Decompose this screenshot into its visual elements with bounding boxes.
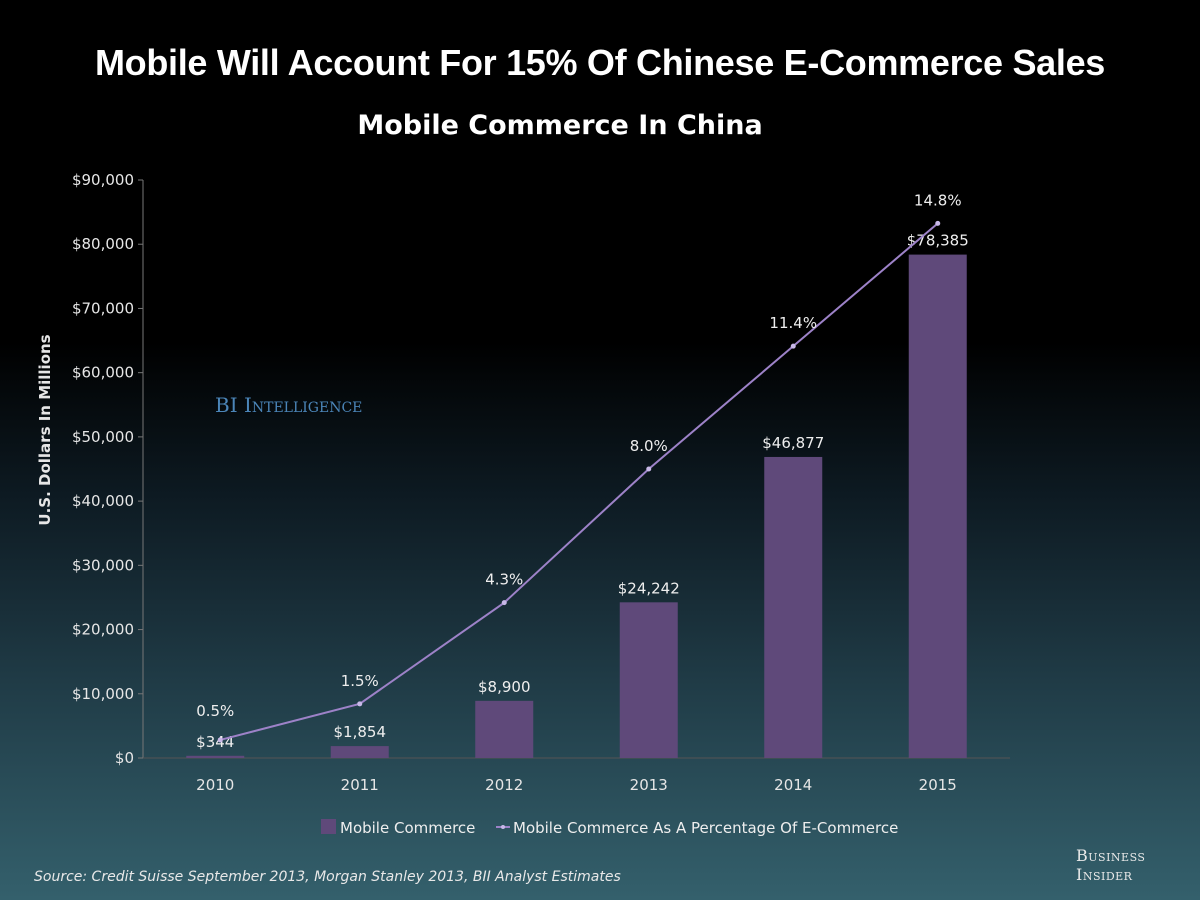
percentage-line	[219, 222, 939, 741]
line-value-label: 14.8%	[914, 191, 962, 209]
line-point-2013	[646, 466, 652, 472]
y-tick-label: $90,000	[72, 171, 134, 189]
bar-2013	[619, 602, 678, 758]
logo-line2: Insider	[1076, 865, 1133, 884]
bar-value-label: $344	[196, 733, 234, 751]
y-tick-label: $60,000	[72, 364, 134, 382]
line-point-2011	[357, 701, 363, 707]
bar-2015	[908, 254, 967, 758]
bar-value-label: $24,242	[618, 579, 680, 597]
line-value-label: 0.5%	[196, 702, 234, 720]
bar-2012	[475, 700, 534, 758]
legend-label-line: Mobile Commerce As A Percentage Of E-Com…	[513, 819, 898, 837]
line-value-label: 11.4%	[769, 314, 817, 332]
line-value-label: 8.0%	[630, 437, 668, 455]
y-tick-label: $50,000	[72, 428, 134, 446]
bar-value-label: $8,900	[478, 678, 531, 696]
y-tick-label: $30,000	[72, 556, 134, 574]
x-tick-label: 2015	[919, 776, 957, 794]
x-tick-label: 2013	[630, 776, 668, 794]
line-point-2010	[217, 737, 223, 743]
y-tick-label: $40,000	[72, 492, 134, 510]
y-tick-label: $20,000	[72, 621, 134, 639]
chart-title: Mobile Commerce In China	[357, 110, 763, 141]
y-axis-label: U.S. Dollars In Millions	[36, 334, 54, 525]
line-point-2015	[935, 220, 941, 226]
line-point-2014	[790, 343, 796, 349]
bar-value-label: $1,854	[334, 723, 387, 741]
bar-2014	[764, 456, 823, 758]
y-tick-label: $80,000	[72, 235, 134, 253]
y-tick-label: $0	[115, 749, 134, 767]
bar-value-label: $46,877	[762, 434, 824, 452]
source-note: Source: Credit Suisse September 2013, Mo…	[34, 869, 621, 885]
y-tick-label: $70,000	[72, 299, 134, 317]
legend-marker-line	[501, 825, 505, 829]
legend-label-bar: Mobile Commerce	[340, 819, 475, 837]
logo-line1: Business	[1076, 846, 1146, 865]
line-value-label: 1.5%	[341, 672, 379, 690]
legend-swatch-bar	[321, 819, 336, 834]
x-tick-label: 2011	[341, 776, 379, 794]
line-point-2012	[501, 600, 507, 606]
x-tick-label: 2010	[196, 776, 234, 794]
x-tick-label: 2014	[774, 776, 812, 794]
headline: Mobile Will Account For 15% Of Chinese E…	[94, 42, 1106, 83]
business-insider-logo: Business Insider	[1076, 846, 1145, 884]
bi-intelligence-watermark: BI Intelligence	[215, 393, 363, 417]
bar-2011	[330, 746, 389, 758]
line-value-label: 4.3%	[485, 571, 523, 589]
bar-2010	[186, 755, 245, 758]
x-tick-label: 2012	[485, 776, 523, 794]
y-tick-label: $10,000	[72, 685, 134, 703]
